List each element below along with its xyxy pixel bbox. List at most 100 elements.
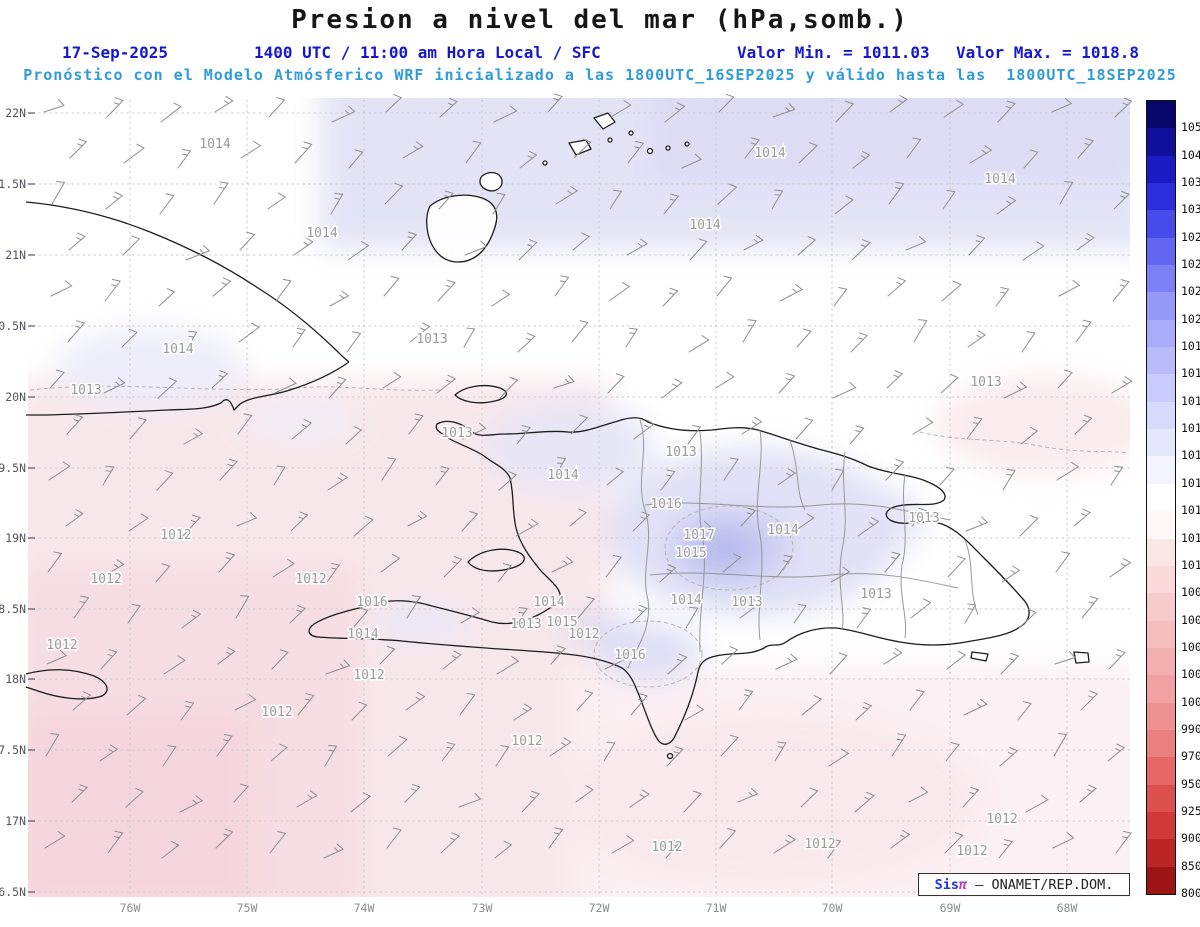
wind-barb-tick (219, 181, 229, 184)
wind-barb (687, 426, 701, 445)
wind-barb (569, 511, 587, 527)
wind-barb (236, 517, 257, 527)
wind-barb-tick (417, 514, 423, 520)
wind-barb-tick (171, 840, 180, 846)
wind-barb-tick (522, 708, 528, 712)
lat-label: 0.5N (0, 319, 26, 333)
wind-barb (854, 795, 875, 813)
wind-barb-tick (195, 795, 203, 802)
wind-barb-tick (842, 566, 850, 573)
wind-barb-tick (584, 690, 594, 694)
colorbar-value: 1002 (1181, 667, 1200, 682)
wind-barb (1053, 733, 1068, 757)
isobar-contours (29, 385, 1129, 688)
wind-barb-tick (79, 601, 86, 604)
isobar-label: 1014 (533, 595, 564, 610)
wind-barb-tick (225, 95, 234, 102)
wind-barb (440, 835, 460, 854)
wind-barb-tick (302, 146, 309, 150)
wind-barb (795, 419, 814, 440)
wind-barb (1081, 598, 1099, 619)
wind-barb (268, 99, 285, 118)
wind-barb-tick (413, 145, 419, 150)
subtitle-valor-max: Valor Max. = 1018.8 (956, 43, 1140, 62)
lat-label: 19N (5, 531, 26, 545)
wind-barb (969, 149, 992, 164)
wind-barb-tick (669, 198, 676, 201)
wind-barb (353, 519, 374, 537)
wind-barb (47, 552, 63, 573)
wind-barb (1022, 245, 1045, 261)
colorbar-value: 900 (1181, 831, 1200, 846)
wind-barb (104, 280, 121, 302)
wind-barb-tick (692, 790, 702, 795)
wind-barb (1110, 466, 1123, 486)
wind-barb-tick (621, 282, 630, 288)
wind-barb (779, 289, 803, 302)
wind-barb (885, 461, 904, 481)
wind-barb-tick (560, 275, 570, 278)
wind-barb-tick (920, 786, 929, 793)
wind-barb-tick (975, 240, 982, 243)
wind-barb-tick (832, 838, 841, 842)
wind-barb-tick (223, 733, 233, 737)
wind-barb-tick (387, 457, 397, 460)
wind-barb-tick (243, 413, 253, 417)
wind-barb (240, 145, 261, 159)
wind-barb-tick (790, 653, 798, 660)
wind-barb-tick (111, 278, 121, 282)
wind-barb-tick (1003, 843, 1010, 847)
colorbar-cell (1147, 675, 1175, 703)
wind-barb (325, 665, 351, 675)
wind-barb-tick (981, 149, 987, 154)
wind-barb (625, 328, 638, 348)
wind-barb (740, 510, 756, 527)
wind-barb (438, 192, 454, 210)
wind-barb-tick (307, 794, 313, 799)
wind-barb-tick (582, 138, 592, 143)
wind-barb-tick (328, 744, 338, 747)
wind-barb-tick (503, 840, 512, 846)
wind-barb-tick (1063, 369, 1073, 373)
wind-barb-tick (1122, 558, 1131, 564)
wind-barb (499, 379, 518, 399)
wind-barb-tick (553, 93, 563, 97)
wind-barb-tick (392, 827, 402, 831)
wind-barb (573, 141, 592, 159)
wind-barb-tick (640, 238, 648, 245)
wind-barb-tick (976, 334, 982, 339)
wind-barb (664, 105, 686, 123)
wind-barb-tick (528, 523, 534, 528)
wind-barb-tick (797, 603, 807, 607)
wind-barb (631, 607, 648, 624)
wind-barb-tick (806, 513, 815, 519)
wind-barb (402, 145, 424, 159)
wind-barb-tick (893, 374, 900, 378)
wind-barb-tick (1115, 748, 1121, 752)
wind-barb-tick (704, 520, 711, 528)
wind-barb-tick (1088, 601, 1095, 604)
wind-barb (121, 331, 138, 348)
wind-barb-tick (619, 653, 627, 660)
wind-barb (293, 241, 314, 256)
wind-barb-tick (1115, 654, 1122, 657)
wind-barb-tick (895, 181, 905, 185)
wind-barb (214, 100, 234, 113)
wind-barb-tick (414, 418, 421, 421)
wind-barb-tick (1084, 142, 1091, 146)
wind-barb-tick (75, 325, 81, 329)
wind-barb (68, 235, 86, 251)
wind-barb (275, 280, 292, 302)
wind-barb-tick (399, 735, 408, 741)
wind-barb (611, 839, 635, 854)
wind-barb-tick (1120, 190, 1130, 195)
wind-barb (1080, 693, 1098, 711)
wind-barb (269, 832, 286, 854)
wind-barb-tick (129, 328, 138, 333)
wind-barb (496, 660, 519, 675)
wind-barb-tick (445, 285, 452, 288)
wind-barb (516, 427, 531, 445)
wind-barb-tick (1116, 743, 1125, 749)
wind-barb (459, 694, 476, 716)
